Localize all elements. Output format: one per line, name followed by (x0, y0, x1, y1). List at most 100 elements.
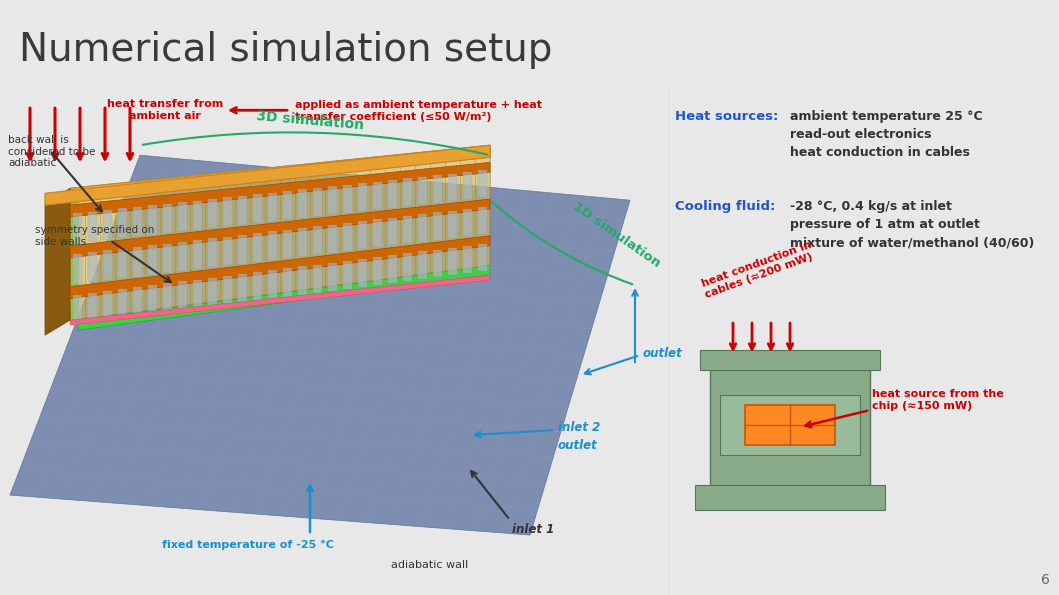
Polygon shape (70, 157, 490, 320)
Text: fixed temperature of -25 °C: fixed temperature of -25 °C (162, 540, 334, 550)
Polygon shape (298, 267, 307, 295)
Polygon shape (388, 180, 397, 208)
Polygon shape (118, 289, 127, 318)
Polygon shape (70, 236, 490, 299)
Polygon shape (283, 268, 292, 297)
Text: -28 °C, 0.4 kg/s at inlet: -28 °C, 0.4 kg/s at inlet (790, 200, 952, 213)
Polygon shape (478, 207, 487, 234)
Text: symmetry specified on
side walls: symmetry specified on side walls (35, 225, 155, 247)
Polygon shape (388, 255, 397, 283)
Polygon shape (238, 274, 247, 303)
Polygon shape (328, 224, 337, 253)
Text: read-out electronics: read-out electronics (790, 129, 932, 141)
Polygon shape (403, 178, 412, 206)
Polygon shape (118, 249, 127, 278)
Text: 1D simulation: 1D simulation (570, 200, 663, 270)
Polygon shape (118, 208, 127, 238)
Polygon shape (313, 265, 322, 293)
Polygon shape (358, 221, 367, 249)
Polygon shape (223, 276, 232, 305)
Polygon shape (148, 285, 157, 315)
Text: outlet: outlet (558, 439, 597, 452)
Polygon shape (313, 226, 322, 255)
Polygon shape (373, 220, 382, 247)
Text: heat conduction in
cables (≈200 mW): heat conduction in cables (≈200 mW) (700, 240, 816, 300)
Polygon shape (403, 216, 412, 243)
Polygon shape (388, 218, 397, 245)
Polygon shape (238, 196, 247, 224)
Polygon shape (283, 191, 292, 220)
Polygon shape (73, 254, 82, 284)
Text: applied as ambient temperature + heat
transfer coefficient (≤50 W/m²): applied as ambient temperature + heat tr… (295, 101, 542, 122)
Polygon shape (343, 184, 352, 212)
Polygon shape (313, 188, 322, 216)
Polygon shape (695, 485, 885, 510)
Text: pressure of 1 atm at outlet: pressure of 1 atm at outlet (790, 218, 980, 231)
Text: Cooling fluid:: Cooling fluid: (675, 200, 775, 213)
Polygon shape (73, 213, 82, 243)
Polygon shape (70, 162, 490, 217)
Polygon shape (133, 287, 142, 317)
Polygon shape (193, 280, 202, 309)
Polygon shape (268, 231, 277, 260)
Text: heat conduction in cables: heat conduction in cables (790, 146, 970, 159)
Text: Numerical simulation setup: Numerical simulation setup (19, 31, 553, 69)
Polygon shape (10, 155, 630, 535)
Polygon shape (208, 278, 217, 306)
Polygon shape (328, 263, 337, 291)
Text: outlet: outlet (643, 347, 683, 359)
Polygon shape (223, 198, 232, 226)
Polygon shape (253, 194, 262, 223)
Polygon shape (70, 145, 490, 200)
Polygon shape (103, 250, 112, 280)
Polygon shape (148, 245, 157, 275)
Text: 6: 6 (1041, 573, 1051, 587)
Polygon shape (283, 230, 292, 258)
Polygon shape (70, 199, 490, 258)
Polygon shape (700, 350, 880, 370)
Polygon shape (710, 355, 870, 495)
Polygon shape (373, 181, 382, 209)
Polygon shape (720, 395, 860, 455)
Polygon shape (358, 183, 367, 211)
Polygon shape (148, 205, 157, 234)
Polygon shape (238, 235, 247, 264)
Polygon shape (328, 186, 337, 214)
Polygon shape (448, 211, 457, 238)
Polygon shape (268, 193, 277, 221)
Polygon shape (133, 247, 142, 277)
Polygon shape (358, 259, 367, 287)
Text: heat source from the
chip (≈150 mW): heat source from the chip (≈150 mW) (872, 389, 1004, 411)
Polygon shape (178, 202, 187, 231)
Polygon shape (44, 145, 490, 205)
Polygon shape (208, 199, 217, 228)
Polygon shape (433, 250, 442, 277)
Polygon shape (433, 175, 442, 202)
Polygon shape (223, 237, 232, 265)
Polygon shape (193, 240, 202, 269)
Text: ambient temperature 25 °C: ambient temperature 25 °C (790, 110, 983, 123)
Polygon shape (298, 228, 307, 256)
Polygon shape (103, 291, 112, 321)
Polygon shape (163, 283, 172, 312)
Polygon shape (448, 174, 457, 201)
Polygon shape (253, 233, 262, 262)
Polygon shape (418, 214, 427, 242)
Polygon shape (418, 252, 427, 279)
Polygon shape (178, 281, 187, 311)
Polygon shape (163, 243, 172, 273)
Polygon shape (178, 242, 187, 271)
Polygon shape (418, 177, 427, 204)
Polygon shape (463, 246, 472, 273)
Text: Heat sources:: Heat sources: (675, 110, 778, 123)
Polygon shape (463, 172, 472, 199)
Polygon shape (133, 207, 142, 236)
Polygon shape (44, 188, 70, 335)
Polygon shape (73, 295, 82, 324)
Polygon shape (163, 203, 172, 233)
Polygon shape (103, 210, 112, 240)
Text: inlet 1: inlet 1 (511, 523, 554, 536)
Polygon shape (403, 253, 412, 281)
Polygon shape (78, 265, 490, 330)
Text: 3D simulation: 3D simulation (255, 108, 364, 132)
